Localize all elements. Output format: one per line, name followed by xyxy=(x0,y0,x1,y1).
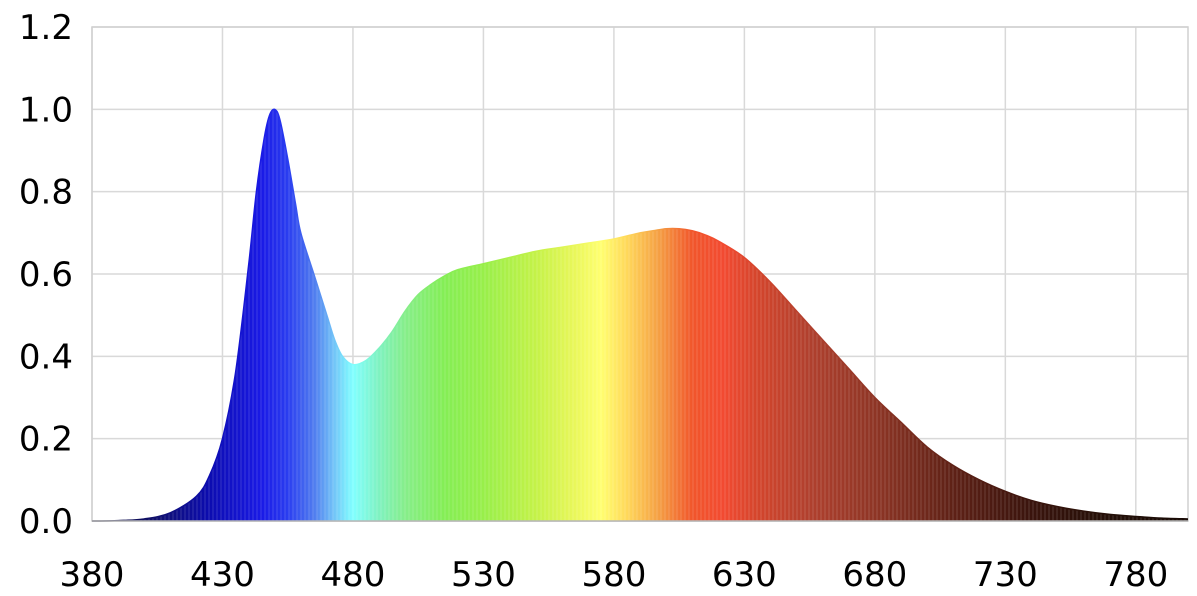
y-axis-tick-labels: 0.0 0.2 0.4 0.6 0.8 1.0 1.2 xyxy=(19,8,73,542)
x-tick-label: 430 xyxy=(190,555,255,595)
x-tick-label: 580 xyxy=(581,555,646,595)
x-axis-tick-labels: 380 430 480 530 580 630 680 730 780 xyxy=(60,555,1169,595)
y-tick-label: 0.2 xyxy=(19,420,73,460)
y-tick-label: 1.0 xyxy=(19,90,73,130)
x-tick-label: 480 xyxy=(320,555,385,595)
x-tick-label: 380 xyxy=(60,555,125,595)
y-tick-label: 0.4 xyxy=(19,337,73,377)
y-tick-label: 0.0 xyxy=(19,502,73,542)
x-tick-label: 730 xyxy=(973,555,1038,595)
x-tick-label: 630 xyxy=(712,555,777,595)
x-tick-label: 530 xyxy=(451,555,516,595)
x-tick-label: 680 xyxy=(842,555,907,595)
y-tick-label: 0.6 xyxy=(19,255,73,295)
y-tick-label: 0.8 xyxy=(19,173,73,213)
y-tick-label: 1.2 xyxy=(19,8,73,48)
spectrum-area xyxy=(92,109,1188,521)
spectrum-curve xyxy=(91,108,1189,522)
x-tick-label: 780 xyxy=(1103,555,1168,595)
